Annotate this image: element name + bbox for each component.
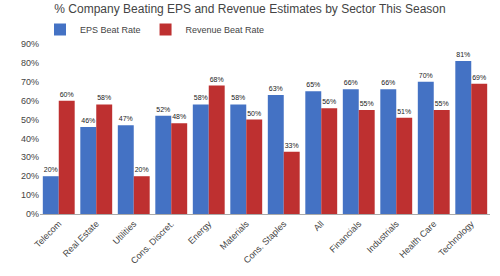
- svg-text:70%: 70%: [419, 72, 433, 79]
- svg-text:Telecom: Telecom: [33, 219, 64, 250]
- svg-text:48%: 48%: [172, 113, 186, 120]
- svg-text:65%: 65%: [306, 81, 320, 88]
- svg-text:Industrials: Industrials: [365, 218, 401, 254]
- svg-text:Health Care: Health Care: [397, 219, 438, 260]
- svg-text:80%: 80%: [21, 58, 39, 68]
- svg-text:47%: 47%: [119, 115, 133, 122]
- svg-text:30%: 30%: [21, 152, 39, 162]
- svg-text:60%: 60%: [21, 96, 39, 106]
- svg-text:46%: 46%: [81, 117, 95, 124]
- svg-text:66%: 66%: [344, 79, 358, 86]
- svg-text:55%: 55%: [360, 100, 374, 107]
- svg-text:Technology: Technology: [437, 218, 477, 258]
- svg-text:52%: 52%: [156, 106, 170, 113]
- svg-text:58%: 58%: [97, 94, 111, 101]
- svg-text:Financials: Financials: [328, 218, 364, 254]
- svg-text:20%: 20%: [44, 166, 58, 173]
- svg-text:0%: 0%: [26, 209, 39, 219]
- svg-text:56%: 56%: [322, 98, 336, 105]
- svg-text:66%: 66%: [381, 79, 395, 86]
- svg-text:40%: 40%: [21, 134, 39, 144]
- svg-text:55%: 55%: [435, 100, 449, 107]
- svg-text:EPS Beat Rate: EPS Beat Rate: [80, 25, 141, 35]
- svg-text:Materials: Materials: [218, 218, 251, 251]
- svg-text:Utilities: Utilities: [111, 218, 139, 246]
- svg-text:58%: 58%: [194, 94, 208, 101]
- svg-text:60%: 60%: [60, 91, 74, 98]
- svg-text:81%: 81%: [456, 51, 470, 58]
- svg-text:Cons. Staples: Cons. Staples: [242, 218, 289, 265]
- svg-text:33%: 33%: [285, 142, 299, 149]
- svg-text:63%: 63%: [269, 85, 283, 92]
- svg-text:68%: 68%: [210, 76, 224, 83]
- svg-text:Revenue Beat Rate: Revenue Beat Rate: [186, 25, 265, 35]
- svg-text:Cons. Discret.: Cons. Discret.: [129, 219, 176, 266]
- svg-text:Real Estate: Real Estate: [61, 219, 101, 259]
- svg-text:20%: 20%: [135, 166, 149, 173]
- svg-text:Energy: Energy: [186, 218, 214, 246]
- svg-text:All: All: [312, 219, 326, 233]
- svg-text:70%: 70%: [21, 77, 39, 87]
- svg-text:50%: 50%: [247, 110, 261, 117]
- svg-text:51%: 51%: [397, 108, 411, 115]
- svg-text:% Company Beating EPS and Reve: % Company Beating EPS and Revenue Estima…: [54, 2, 445, 16]
- svg-text:20%: 20%: [21, 171, 39, 181]
- svg-text:69%: 69%: [472, 74, 486, 81]
- svg-text:50%: 50%: [21, 115, 39, 125]
- svg-text:10%: 10%: [21, 190, 39, 200]
- svg-text:90%: 90%: [21, 39, 39, 49]
- svg-text:58%: 58%: [231, 94, 245, 101]
